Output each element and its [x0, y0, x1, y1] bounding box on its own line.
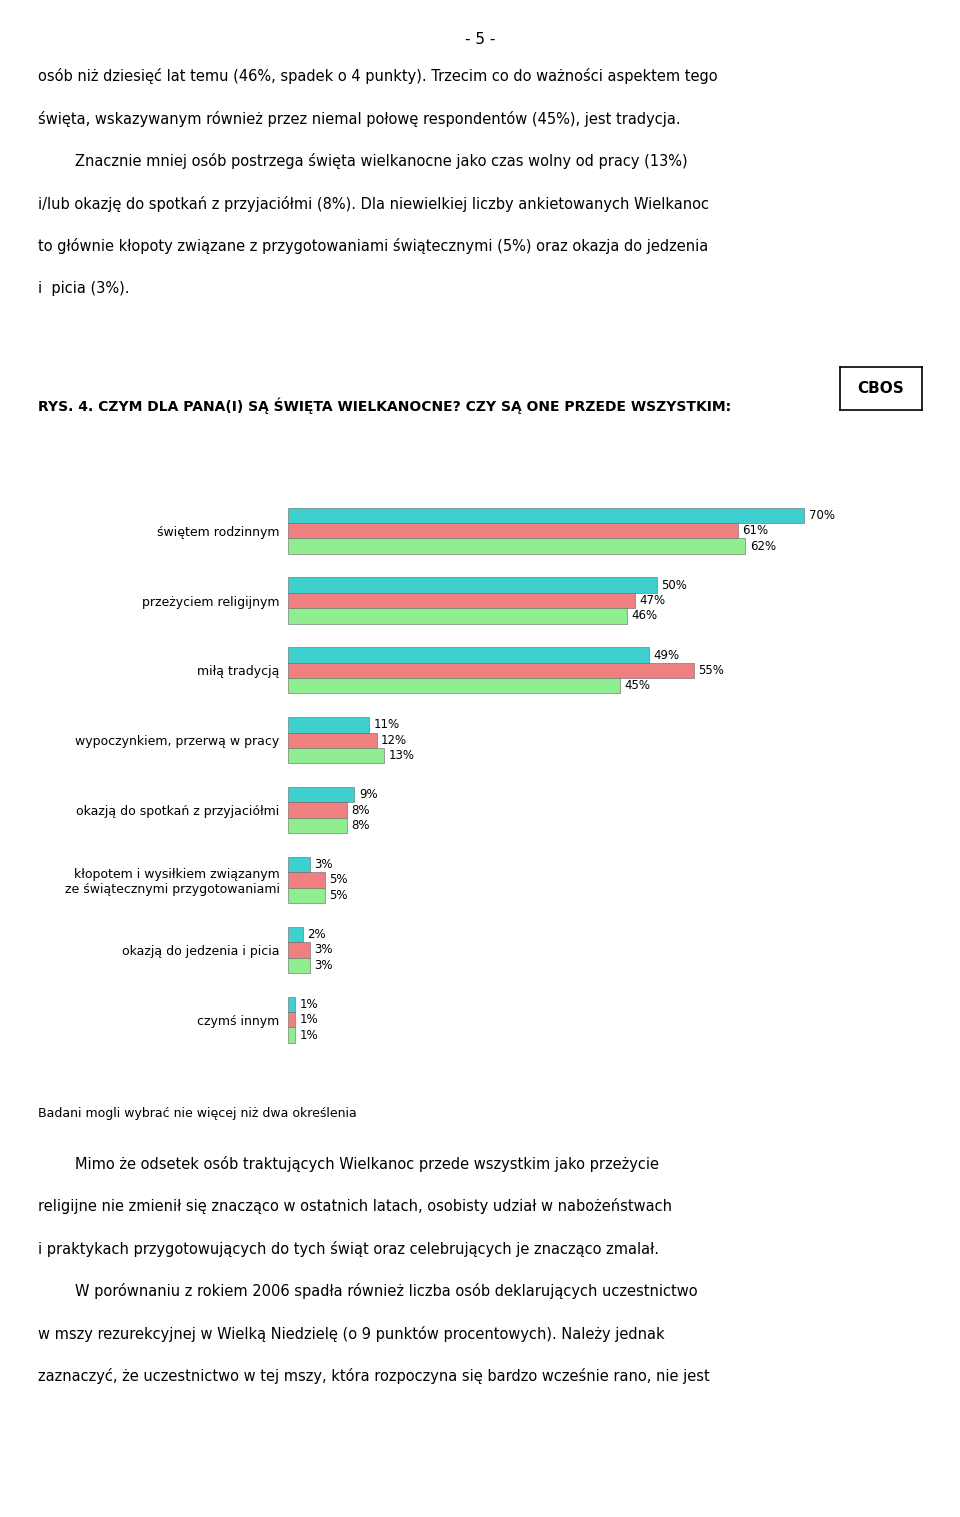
Text: 3%: 3% — [315, 959, 333, 972]
Bar — [288, 733, 376, 748]
Text: i praktykach przygotowujących do tych świąt oraz celebrujących je znacząco zmala: i praktykach przygotowujących do tych św… — [38, 1241, 660, 1258]
Text: 3%: 3% — [315, 944, 333, 956]
Bar — [288, 802, 347, 818]
Text: W porównaniu z rokiem 2006 spadła również liczba osób deklarujących uczestnictwo: W porównaniu z rokiem 2006 spadła równie… — [38, 1283, 698, 1300]
Text: RYS. 4. CZYM DLA PANA(I) SĄ ŚWIĘTA WIELKANOCNE? CZY SĄ ONE PRZEDE WSZYSTKIM:: RYS. 4. CZYM DLA PANA(I) SĄ ŚWIĘTA WIELK… — [38, 397, 732, 414]
Bar — [288, 997, 296, 1012]
Text: - 5 -: - 5 - — [465, 32, 495, 47]
Text: 46%: 46% — [632, 610, 658, 622]
Bar — [288, 648, 649, 663]
Text: zaznaczyć, że uczestnictwo w tej mszy, która rozpoczyna się bardzo wcześnie rano: zaznaczyć, że uczestnictwo w tej mszy, k… — [38, 1368, 710, 1385]
Bar — [288, 718, 370, 733]
Text: 12%: 12% — [381, 734, 407, 746]
Bar — [288, 857, 310, 872]
Bar — [288, 523, 738, 539]
Bar — [288, 887, 324, 903]
Text: osób niż dziesięć lat temu (46%, spadek o 4 punkty). Trzecim co do ważności aspe: osób niż dziesięć lat temu (46%, spadek … — [38, 68, 718, 85]
Text: 5%: 5% — [329, 874, 348, 886]
Text: 1%: 1% — [300, 1013, 319, 1025]
Text: 5%: 5% — [329, 889, 348, 901]
Text: 47%: 47% — [639, 595, 665, 607]
Text: Mimo że odsetek osób traktujących Wielkanoc przede wszystkim jako przeżycie: Mimo że odsetek osób traktujących Wielka… — [38, 1156, 660, 1173]
Bar — [288, 748, 384, 763]
Text: 55%: 55% — [698, 664, 724, 677]
Text: w mszy rezurekcyjnej w Wielką Niedzielę (o 9 punktów procentowych). Należy jedna: w mszy rezurekcyjnej w Wielką Niedzielę … — [38, 1326, 665, 1343]
Text: 8%: 8% — [351, 819, 370, 831]
Text: Badani mogli wybrać nie więcej niż dwa określenia: Badani mogli wybrać nie więcej niż dwa o… — [38, 1107, 357, 1121]
Text: święta, wskazywanym również przez niemal połowę respondentów (45%), jest tradycj: święta, wskazywanym również przez niemal… — [38, 111, 681, 127]
Bar — [288, 957, 310, 972]
Text: 70%: 70% — [808, 508, 834, 522]
Text: i/lub okazję do spotkań z przyjaciółmi (8%). Dla niewielkiej liczby ankietowanyc: i/lub okazję do spotkań z przyjaciółmi (… — [38, 196, 709, 212]
Text: 11%: 11% — [373, 719, 399, 731]
Bar — [288, 787, 354, 802]
Bar — [288, 942, 310, 957]
Text: 1%: 1% — [300, 998, 319, 1010]
Text: i  picia (3%).: i picia (3%). — [38, 281, 130, 296]
Text: 9%: 9% — [359, 789, 377, 801]
Bar — [288, 818, 347, 833]
Text: 61%: 61% — [742, 525, 768, 537]
Text: 8%: 8% — [351, 804, 370, 816]
Text: religijne nie zmienił się znacząco w ostatnich latach, osobisty udział w nabożeń: religijne nie zmienił się znacząco w ost… — [38, 1198, 672, 1215]
Bar — [288, 578, 657, 593]
Bar — [288, 1027, 296, 1042]
Text: 13%: 13% — [388, 749, 415, 762]
Bar — [288, 539, 745, 554]
Text: 49%: 49% — [654, 649, 680, 661]
Text: 50%: 50% — [661, 578, 687, 592]
Text: 2%: 2% — [307, 928, 325, 941]
Text: 1%: 1% — [300, 1029, 319, 1042]
Text: 45%: 45% — [624, 680, 650, 692]
Bar — [288, 593, 635, 608]
Bar — [288, 608, 627, 623]
Bar — [288, 872, 324, 887]
Text: Znacznie mniej osób postrzega święta wielkanocne jako czas wolny od pracy (13%): Znacznie mniej osób postrzega święta wie… — [38, 153, 688, 170]
Text: to głównie kłopoty związane z przygotowaniami świątecznymi (5%) oraz okazja do j: to głównie kłopoty związane z przygotowa… — [38, 238, 708, 255]
Bar — [288, 663, 694, 678]
Bar — [288, 678, 620, 693]
Text: 3%: 3% — [315, 859, 333, 871]
Text: 62%: 62% — [750, 540, 776, 552]
Bar — [288, 1012, 296, 1027]
Bar — [288, 927, 302, 942]
Text: CBOS: CBOS — [857, 381, 904, 396]
Bar — [288, 508, 804, 523]
